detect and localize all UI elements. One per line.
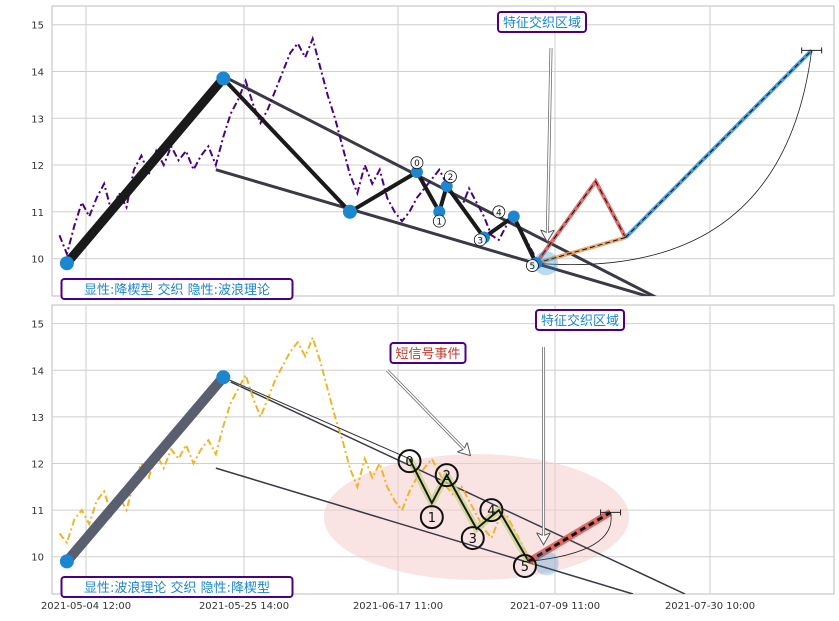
top-pattern-label-box (60, 278, 294, 300)
top-wave-node (59, 256, 74, 271)
top-y-tick-label: 10 (31, 255, 44, 266)
bottom-wave-label-circle (419, 505, 444, 530)
top-y-tick-label: 12 (31, 161, 44, 172)
top-wave-node (433, 205, 446, 218)
bottom-region-label: 特征交织区域 (541, 313, 619, 329)
top-impulse-leg (62, 74, 228, 268)
top-wave-node (216, 71, 231, 86)
bottom-trend-line (230, 381, 686, 594)
bottom-pattern-label: 显性:波浪理论 交织 隐性:降楔型 (84, 580, 270, 596)
top-y-tick-label: 15 (31, 21, 44, 32)
bottom-wave-label: 5 (521, 560, 529, 575)
bottom-wave-label: 1 (428, 511, 436, 526)
bottom-y-tick-label: 10 (31, 553, 44, 564)
top-pattern-label: 显性:降楔型 交织 隐性:波浪理论 (84, 282, 270, 298)
bottom-wave-label: 2 (443, 469, 451, 484)
bottom-y-tick-label: 15 (31, 320, 44, 331)
bottom-forecast-dash (527, 511, 612, 563)
bottom-x-tick-label: 2021-06-17 11:00 (353, 601, 443, 612)
bottom-wave-label: 4 (487, 504, 495, 519)
top-wave-label: 5 (530, 262, 536, 272)
top-y-tick-label: 11 (31, 208, 44, 219)
bottom-wave-label-circle (512, 554, 537, 579)
bottom-y-tick-label: 12 (31, 459, 44, 470)
top-forecast-dash (535, 180, 626, 264)
bottom-y-tick-label: 13 (31, 413, 44, 424)
top-wave-label: 3 (477, 236, 483, 246)
bottom-wave-node (59, 554, 74, 569)
bottom-event-label: 短信号事件 (395, 347, 460, 362)
bottom-impulse-leg (61, 372, 229, 567)
bottom-correction-leg (223, 376, 410, 460)
bottom-event-label-box (389, 342, 467, 364)
top-wave-node (507, 210, 520, 223)
bottom-pattern-label-box (60, 576, 294, 598)
bottom-x-tick-label: 2021-05-04 12:00 (41, 601, 131, 612)
top-wave-label-circle (473, 233, 487, 247)
top-wave-node (410, 166, 423, 179)
bottom-wave-label-circle (479, 498, 504, 523)
bottom-y-tick-label: 14 (31, 366, 44, 377)
bottom-wave-label-circle (434, 463, 459, 488)
bottom-wave-label-circle (397, 449, 422, 474)
top-y-tick-label: 14 (31, 67, 44, 78)
bottom-trend-line (215, 467, 634, 594)
top-wave-label: 0 (414, 159, 420, 169)
bottom-region-label-box (535, 309, 625, 331)
top-wave-label-circle (444, 170, 457, 184)
top-wave-label-circle (525, 259, 539, 272)
top-wave-label: 2 (448, 173, 454, 183)
bottom-wave-label: 0 (405, 455, 413, 470)
top-correction-leg (221, 77, 352, 214)
bottom-wave-node (216, 370, 231, 385)
bottom-annotation-arrow-inner (386, 369, 470, 455)
top-wave-label-circle (410, 156, 424, 170)
top-plot-frame (51, 5, 835, 297)
bottom-x-tick-label: 2021-07-30 10:00 (665, 601, 755, 612)
bottom-wave-label-circle (460, 526, 485, 551)
bottom-y-tick-label: 11 (31, 506, 44, 517)
bottom-plot-area (58, 334, 686, 594)
bottom-forecast-arc (528, 512, 612, 562)
bottom-wave-path (408, 458, 530, 562)
top-plot-area (58, 35, 823, 296)
top-wave-label-circle (492, 205, 506, 219)
top-forecast-arc (536, 50, 813, 265)
top-forecast-orange (535, 235, 627, 266)
top-region-label: 特征交织区域 (503, 15, 581, 31)
top-wave-label-circle (432, 214, 446, 228)
top-price-line (58, 35, 545, 265)
bottom-end-halo (534, 551, 559, 576)
top-end-halo (534, 251, 559, 276)
top-region-label-box (497, 11, 587, 33)
top-trend-line (215, 168, 653, 296)
top-wave-label: 1 (436, 218, 442, 228)
top-y-tick-label: 13 (31, 114, 44, 125)
top-forecast-blue-dash (625, 50, 813, 238)
bottom-x-tick-label: 2021-07-09 11:00 (510, 601, 600, 612)
top-wave-node (342, 204, 357, 219)
bottom-wave-label: 3 (469, 532, 477, 547)
top-annotation-arrow-inner (546, 48, 552, 240)
top-wave-label: 4 (496, 208, 502, 218)
bottom-x-tick-label: 2021-05-25 14:00 (199, 601, 289, 612)
